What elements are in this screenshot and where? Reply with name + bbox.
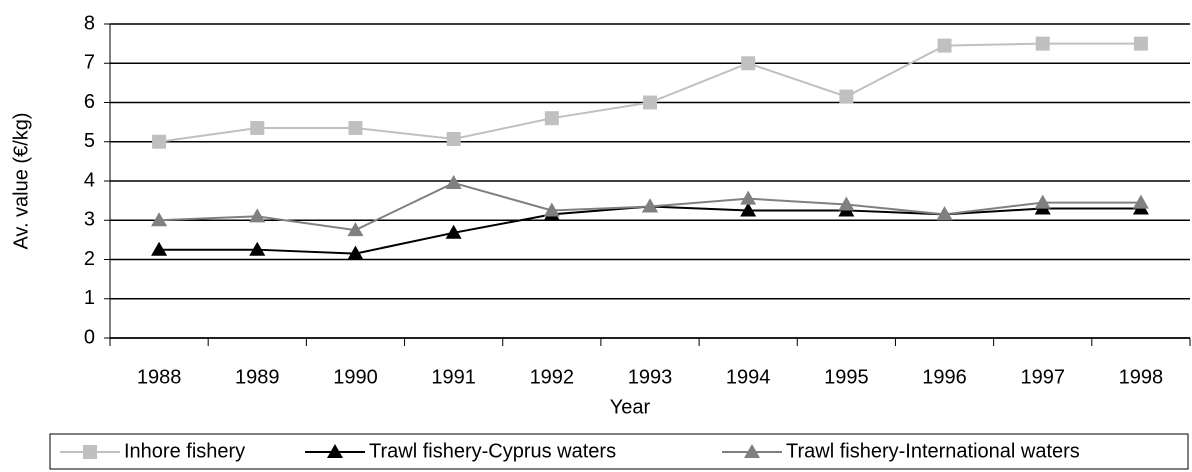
marker: [250, 121, 265, 136]
x-tick-label: 1990: [333, 366, 378, 388]
marker: [937, 38, 952, 53]
legend-label: Trawl fishery-Cyprus waters: [369, 440, 616, 462]
marker: [544, 111, 559, 126]
y-tick-label: 6: [84, 91, 95, 113]
y-tick-label: 2: [84, 248, 95, 270]
marker: [1034, 194, 1051, 209]
y-tick-label: 5: [84, 130, 95, 152]
marker: [446, 132, 461, 147]
legend-box: [49, 433, 1189, 470]
x-tick-label: 1995: [824, 366, 869, 388]
x-tick-label: 1989: [235, 366, 280, 388]
series-line: [158, 42, 1141, 143]
x-tick-label: 1996: [922, 366, 967, 388]
marker: [83, 445, 97, 459]
y-tick-label: 7: [84, 52, 95, 74]
marker: [741, 56, 756, 71]
y-tick-label: 4: [84, 169, 95, 191]
x-axis-label: Year: [610, 396, 651, 418]
marker: [249, 241, 266, 256]
x-tick-label: 1988: [137, 366, 182, 388]
marker: [740, 202, 757, 217]
marker: [839, 89, 854, 104]
marker: [838, 196, 855, 211]
x-tick-label: 1997: [1020, 366, 1065, 388]
marker: [1132, 194, 1149, 209]
legend-label: Inhore fishery: [124, 440, 245, 462]
marker: [348, 121, 363, 136]
legend-label: Trawl fishery-International waters: [786, 440, 1080, 462]
marker: [643, 95, 657, 110]
x-tick-label: 1998: [1119, 366, 1164, 388]
marker: [152, 134, 167, 149]
marker: [327, 444, 343, 458]
marker: [642, 198, 658, 213]
y-tick-label: 8: [84, 12, 95, 34]
marker: [1133, 36, 1148, 51]
marker: [445, 224, 462, 239]
marker: [543, 202, 560, 217]
x-tick-label: 1994: [726, 366, 771, 388]
marker: [249, 208, 266, 223]
marker: [347, 245, 364, 260]
series-line: [159, 205, 1141, 255]
y-tick-label: 3: [84, 209, 95, 231]
y-axis-label: Av. value (€/kg): [10, 112, 32, 249]
marker: [445, 174, 462, 189]
marker: [740, 190, 757, 205]
x-tick-label: 1992: [530, 366, 575, 388]
x-tick-label: 1991: [431, 366, 476, 388]
marker: [347, 222, 364, 237]
marker: [744, 444, 760, 458]
marker: [1035, 36, 1050, 51]
marker: [936, 206, 953, 221]
x-tick-label: 1993: [628, 366, 673, 388]
marker: [151, 212, 168, 227]
y-tick-label: 1: [84, 287, 95, 309]
y-tick-label: 0: [84, 326, 95, 348]
marker: [151, 241, 168, 256]
